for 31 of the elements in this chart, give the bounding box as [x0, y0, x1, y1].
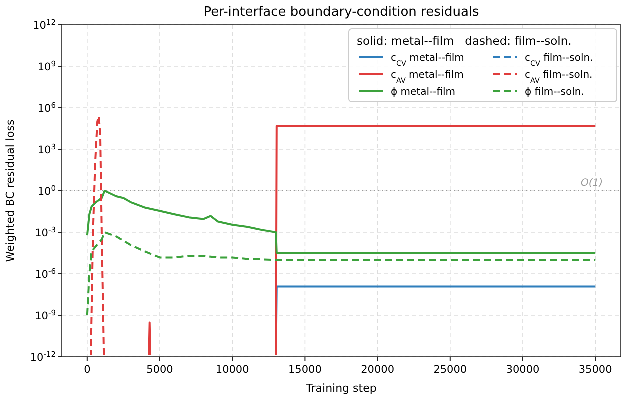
x-tick-label: 15000 [288, 364, 322, 376]
legend-label: c$_{CV}$ metal--film [391, 53, 464, 68]
y-tick-label: 10$^{0}$ [38, 184, 56, 198]
legend-label: ϕ film--soln. [525, 87, 584, 98]
line-series [86, 232, 597, 316]
line-series [90, 115, 106, 356]
y-tick-label: 10$^{6}$ [38, 100, 56, 115]
x-tick-label: 30000 [506, 364, 540, 376]
x-tick-label: 5000 [146, 364, 174, 376]
legend-title: solid: metal--film dashed: film--soln. [357, 34, 572, 48]
y-tick-label: 10$^{9}$ [38, 59, 56, 74]
x-axis-title: Training step [305, 382, 377, 395]
y-tick-label: 10$^{-12}$ [30, 350, 56, 364]
chart-title: Per-interface boundary-condition residuals [204, 5, 480, 20]
x-tick-label: 35000 [578, 364, 612, 376]
x-tick-label: 10000 [216, 364, 250, 376]
x-tick-label: 25000 [434, 364, 468, 376]
y-tick-label: 10$^{3}$ [38, 142, 56, 156]
legend-label: c$_{AV}$ metal--film [391, 70, 464, 84]
legend-label: c$_{CV}$ film--soln. [525, 53, 594, 68]
y-axis-title: Weighted BC residual loss [4, 120, 17, 262]
y-tick-label: 10$^{12}$ [33, 18, 56, 32]
line-series [86, 190, 597, 254]
x-tick-label: 20000 [361, 364, 394, 376]
ref-line-label: O(1) [580, 178, 603, 189]
legend-label: c$_{AV}$ film--soln. [525, 70, 593, 84]
y-tick-label: 10$^{-6}$ [35, 266, 56, 281]
legend-label: ϕ metal--film [391, 87, 456, 98]
x-tick-label: 0 [84, 364, 91, 376]
y-tick-label: 10$^{-3}$ [35, 225, 56, 240]
y-tick-label: 10$^{-9}$ [35, 308, 56, 322]
